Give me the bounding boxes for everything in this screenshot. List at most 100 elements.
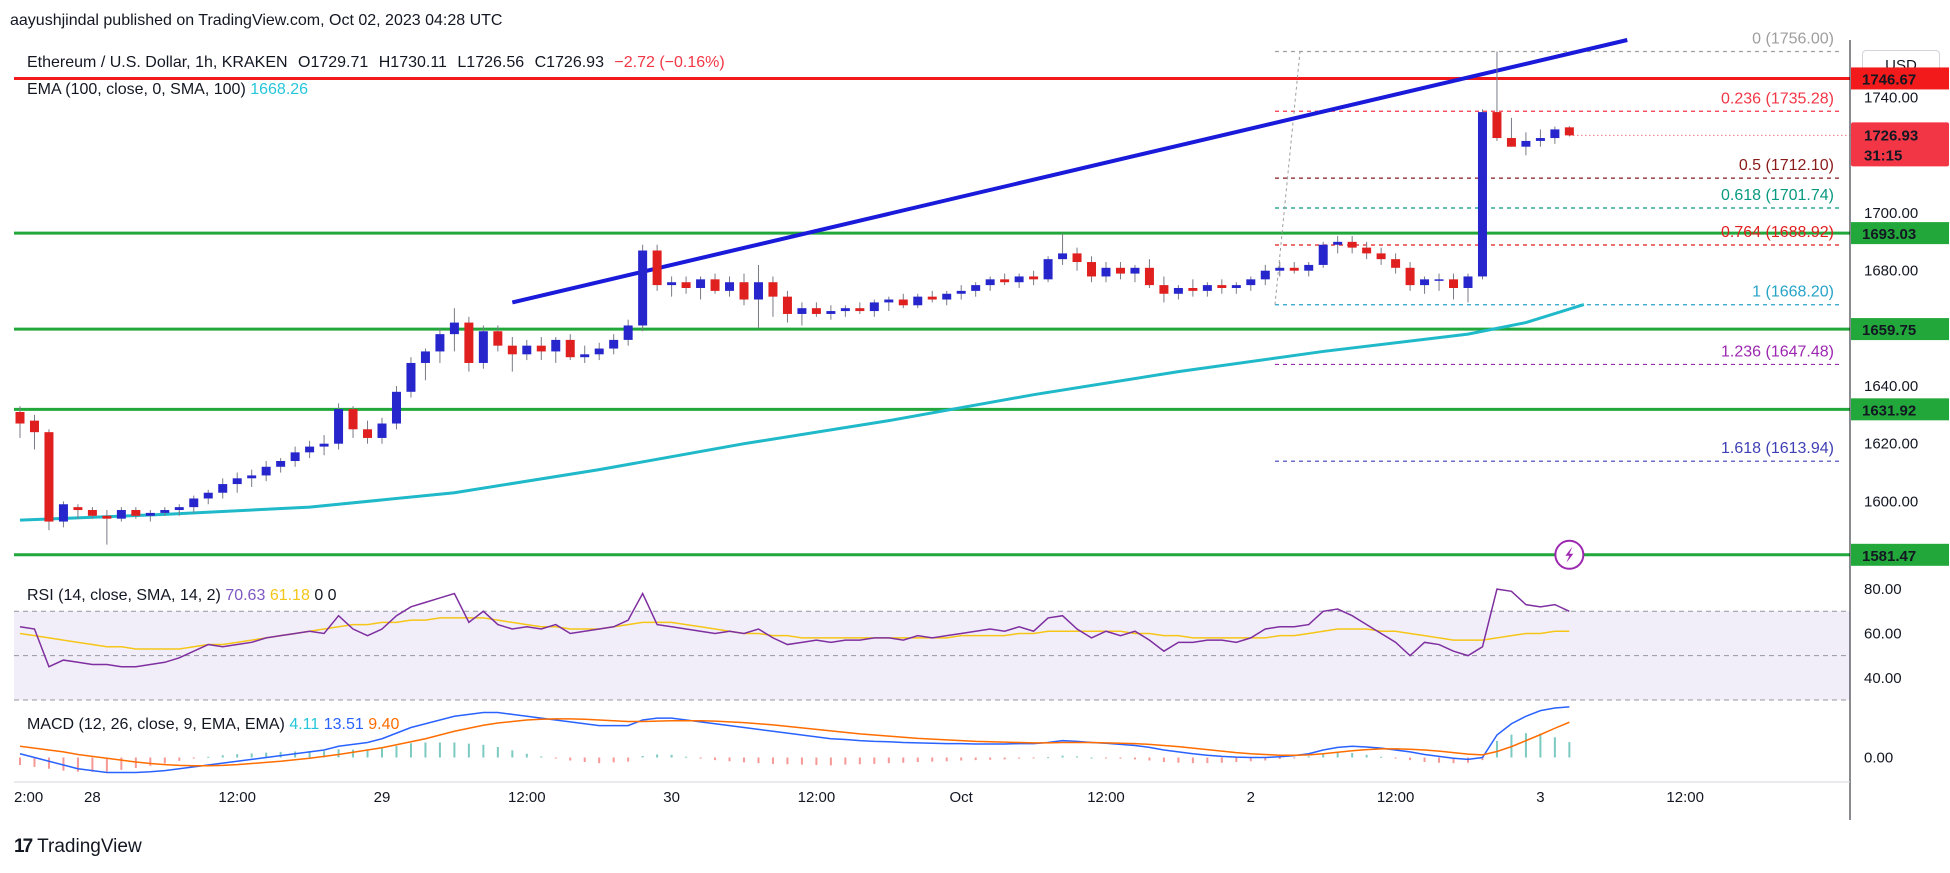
candle-body [1449,279,1459,288]
candle-body [782,296,792,314]
macd-hist-bar [1293,757,1296,759]
candle-body [594,348,604,355]
time-tick-label: 29 [374,789,391,806]
candle-body [478,331,488,363]
macd-hist-value: 4.11 [289,716,320,733]
candle-body [667,282,677,286]
time-tick-label: 30 [663,789,680,806]
macd-hist-bar [1568,742,1571,758]
time-tick-label: 2:00 [14,789,43,806]
candle-body [334,409,344,444]
candle-body [189,498,199,508]
macd-hist-bar [1365,754,1368,758]
candle-body [985,279,995,286]
candle-body [507,345,517,355]
ema-label[interactable]: EMA (100, close, 0, SMA, 100) [27,81,246,98]
macd-hist-bar [511,750,514,758]
symbol-label[interactable]: Ethereum / U.S. Dollar, 1h, KRAKEN [27,54,288,71]
macd-hist-bar [1003,757,1006,760]
macd-hist-bar [931,757,934,762]
macd-hist-bar [1076,756,1079,758]
macd-label[interactable]: MACD (12, 26, close, 9, EMA, EMA) [27,716,285,733]
candle-body [116,510,126,519]
candle-body [927,296,937,300]
rsi-value: 70.63 [225,587,266,604]
macd-hist-bar [540,756,543,758]
level-badge-label: 1693.03 [1862,226,1916,243]
price-tick-label: 1700.00 [1864,205,1918,222]
macd-hist-bar [1177,757,1180,763]
fib-label: 1.618 (1613.94) [1721,440,1834,457]
candle-body [247,475,257,479]
ema-value: 1668.26 [250,81,309,98]
macd-hist-bar [685,756,688,758]
level-badge-label: 1659.75 [1862,322,1916,339]
candle-body [1492,112,1502,139]
macd-hist-bar [1119,757,1122,759]
macd-hist-bar [76,757,79,772]
candle-body [348,409,358,430]
candle-body [1521,140,1531,147]
candle-body [1231,285,1241,288]
macd-hist-bar [1105,757,1107,759]
time-tick-label: 12:00 [1087,789,1125,806]
candle-body [1043,259,1053,280]
macd-signal-line [19,718,1570,767]
candle-body [73,507,83,511]
candle-body [218,484,228,493]
macd-hist-bar [757,757,760,764]
macd-hist-bar [1394,757,1397,759]
time-tick-label: 12:00 [1666,789,1704,806]
macd-hist-bar [381,748,383,758]
level-badge-label: 1746.67 [1862,71,1916,88]
macd-value: 13.51 [323,716,364,733]
macd-hist-bar [829,757,832,766]
macd-line [19,706,1570,774]
candle-body [420,351,430,363]
candle-body [1304,264,1314,271]
macd-hist-bar [1553,737,1556,758]
macd-hist-bar [1133,757,1136,760]
trendline [511,38,1628,305]
rsi-tick-label: 80.00 [1864,581,1902,598]
macd-hist-bar [612,757,615,763]
fib-label: 0.764 (1688.92) [1721,224,1834,241]
macd-hist-bar [482,744,485,758]
rsi-label[interactable]: RSI (14, close, SMA, 14, 2) [27,587,221,604]
candle-body [261,466,271,476]
fib-label: 0.5 (1712.10) [1739,157,1834,174]
macd-hist-bar [786,757,789,765]
candle-body [290,452,300,462]
candle-body [1202,285,1212,291]
macd-hist-bar [1032,757,1035,759]
macd-hist-bar [47,757,50,769]
published-by-line: aayushjindal published on TradingView.co… [10,12,503,29]
candle-body [1289,267,1299,271]
macd-legend: MACD (12, 26, close, 9, EMA, EMA) 4.11 1… [27,716,399,734]
macd-hist-bar [323,751,326,758]
macd-hist-bar [91,757,94,772]
tradingview-logo[interactable]: 17 TradingView [14,836,142,858]
candle-body [44,432,54,522]
last-price-badge [1851,122,1949,167]
macd-hist-bar [1336,752,1339,758]
macd-hist-bar [902,757,905,763]
ema-legend: EMA (100, close, 0, SMA, 100) 1668.26 [27,81,308,99]
price-tick-label: 1640.00 [1864,378,1918,395]
candle-body [1347,241,1357,248]
candle-body [1058,253,1068,260]
macd-hist-bar [1249,757,1252,762]
candle-body [1101,267,1111,277]
candle-body [623,325,633,340]
candle-body [811,308,821,314]
macd-hist-bar [916,757,919,762]
candle-body [1029,276,1039,280]
macd-signal-value: 9.40 [368,716,400,733]
macd-hist-bar [598,757,601,764]
tradingview-logo-text: TradingView [37,836,142,857]
candle-body [638,250,648,326]
level-badge [1851,318,1949,341]
level-badge [1851,398,1949,421]
candle-body [1506,138,1516,147]
